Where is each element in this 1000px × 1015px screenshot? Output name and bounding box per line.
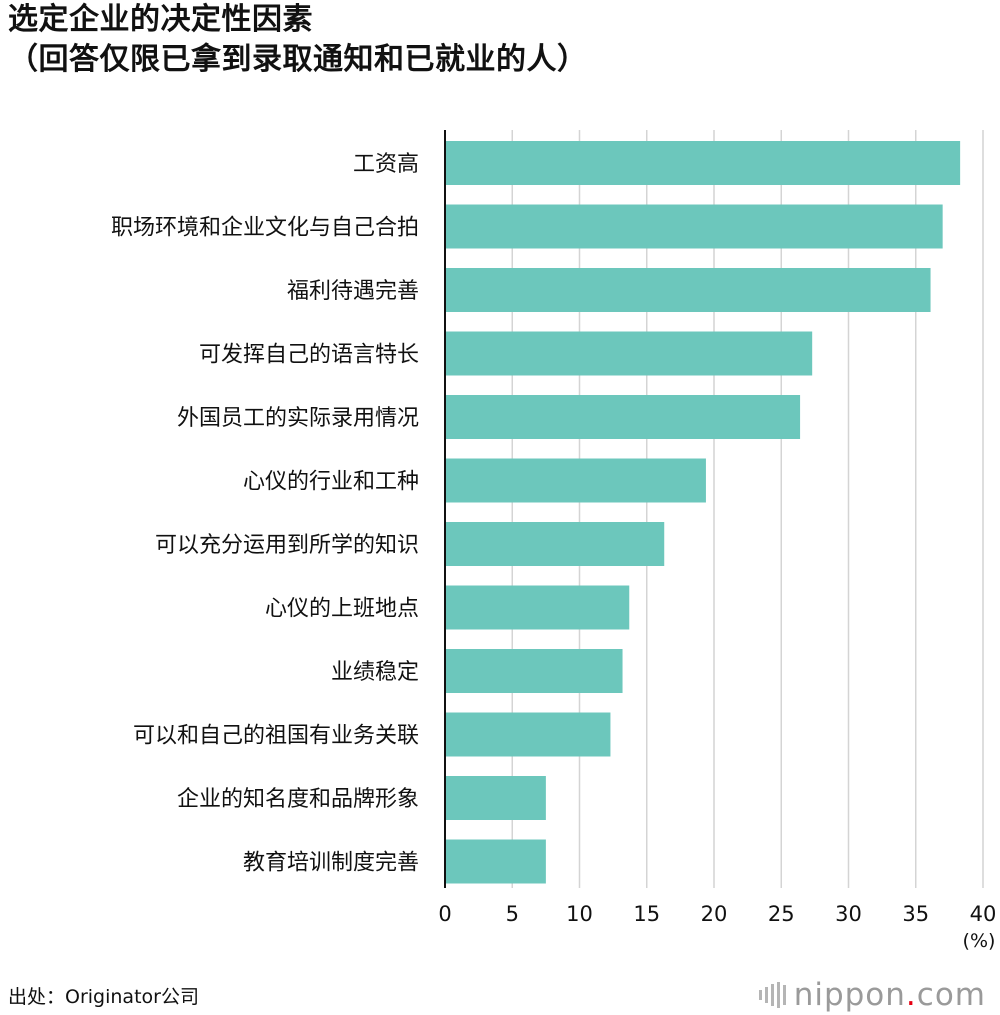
source-note: 出处：Originator公司 (8, 986, 199, 1008)
x-tick-label: 10 (566, 902, 593, 926)
category-label: 可以充分运用到所学的知识 (155, 533, 419, 558)
brand-mark-icon (758, 982, 786, 1008)
x-tick-label: 35 (902, 902, 929, 926)
bar (445, 712, 611, 757)
bar (445, 204, 943, 249)
x-tick-label: 30 (835, 902, 862, 926)
x-tick-label: 5 (506, 902, 519, 926)
bar (445, 268, 931, 312)
category-label: 可发挥自己的语言特长 (199, 343, 419, 368)
bar (445, 776, 546, 820)
chart-subtitle: （回答仅限已拿到录取通知和已就业的人） (8, 42, 588, 77)
bar (445, 141, 961, 185)
unit-label: (%) (963, 930, 996, 952)
bar (445, 331, 813, 376)
bar (445, 585, 630, 630)
category-label: 业绩稳定 (331, 660, 419, 685)
category-label: 心仪的行业和工种 (243, 470, 419, 495)
bar (445, 522, 665, 566)
category-label: 企业的知名度和品牌形象 (177, 787, 419, 812)
x-tick-label: 15 (633, 902, 660, 926)
bar (445, 458, 706, 503)
category-label: 职场环境和企业文化与自己合拍 (111, 216, 419, 241)
category-label: 工资高 (353, 152, 419, 177)
category-label: 福利待遇完善 (287, 279, 419, 304)
chart-title: 选定企业的决定性因素 (8, 2, 313, 37)
bar (445, 649, 623, 693)
x-tick-label: 25 (768, 902, 795, 926)
bar-chart: 工资高职场环境和企业文化与自己合拍福利待遇完善可发挥自己的语言特长外国员工的实际… (111, 130, 997, 952)
category-label: 心仪的上班地点 (265, 597, 419, 622)
category-label: 外国员工的实际录用情况 (177, 406, 419, 431)
brand-logo: nippon.com (758, 975, 986, 1015)
bar (445, 395, 801, 439)
x-tick-label: 40 (970, 902, 997, 926)
x-tick-label: 0 (438, 902, 451, 926)
brand-wordmark: nippon.com (793, 977, 986, 1013)
bar (445, 839, 546, 884)
category-label: 可以和自己的祖国有业务关联 (133, 724, 419, 749)
chart-title-block: 选定企业的决定性因素 （回答仅限已拿到录取通知和已就业的人） (8, 0, 988, 80)
category-label: 教育培训制度完善 (243, 851, 419, 876)
x-tick-label: 20 (701, 902, 728, 926)
